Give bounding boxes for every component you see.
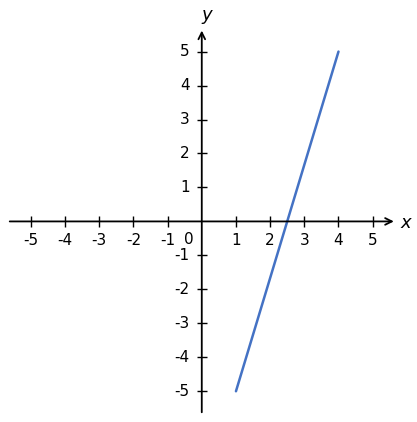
Text: y: y xyxy=(201,6,212,24)
Text: 5: 5 xyxy=(180,44,190,59)
Text: 1: 1 xyxy=(231,233,241,248)
Text: -2: -2 xyxy=(126,233,141,248)
Text: 4: 4 xyxy=(180,78,190,93)
Text: -5: -5 xyxy=(23,233,38,248)
Text: -1: -1 xyxy=(160,233,175,248)
Text: -3: -3 xyxy=(92,233,107,248)
Text: -3: -3 xyxy=(175,316,190,331)
Text: -5: -5 xyxy=(175,384,190,399)
Text: 0: 0 xyxy=(183,232,193,246)
Text: 3: 3 xyxy=(180,112,190,127)
Text: -1: -1 xyxy=(175,248,190,263)
Text: 2: 2 xyxy=(265,233,275,248)
Text: -2: -2 xyxy=(175,282,190,297)
Text: 1: 1 xyxy=(180,180,190,195)
Text: 4: 4 xyxy=(334,233,343,248)
Text: 2: 2 xyxy=(180,146,190,161)
Text: 5: 5 xyxy=(368,233,377,248)
Text: -4: -4 xyxy=(58,233,73,248)
Text: x: x xyxy=(400,214,411,232)
Text: 3: 3 xyxy=(299,233,309,248)
Text: -4: -4 xyxy=(175,350,190,365)
